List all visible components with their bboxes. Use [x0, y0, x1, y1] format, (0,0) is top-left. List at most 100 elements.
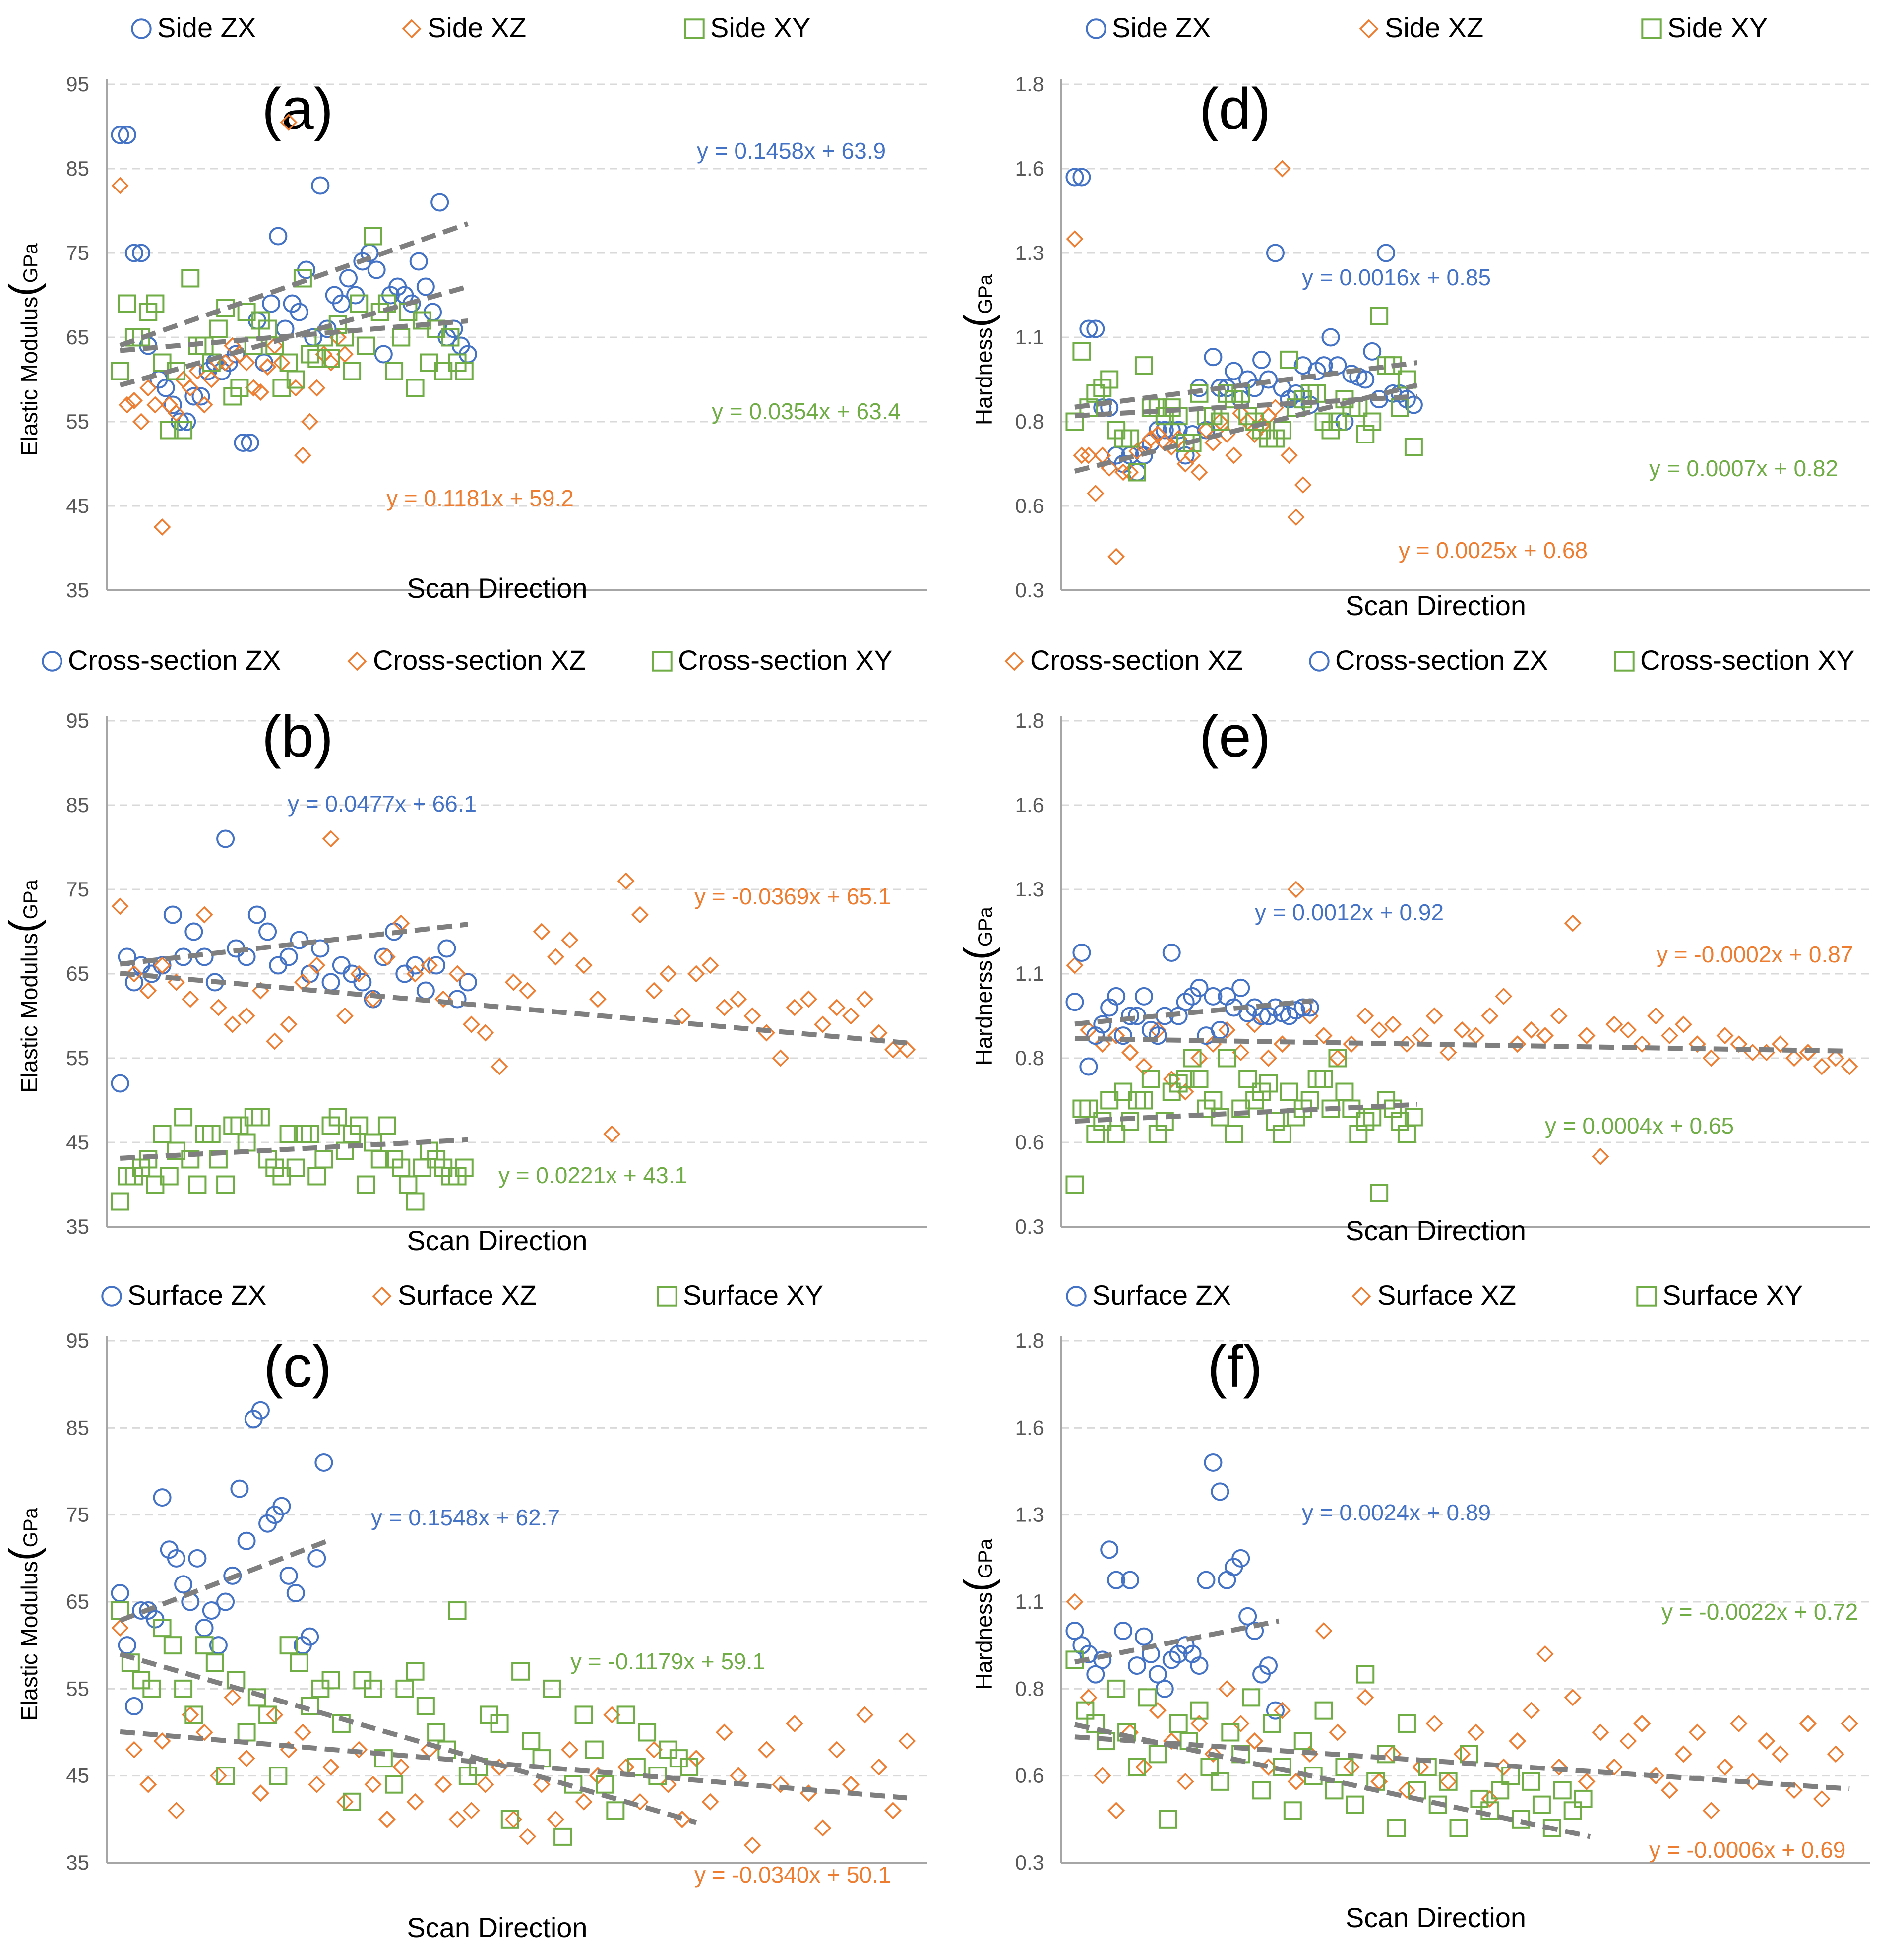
data-point	[1073, 446, 1091, 464]
data-point	[416, 277, 435, 296]
data-point	[378, 1810, 396, 1828]
data-point	[606, 1801, 625, 1820]
data-point	[1190, 463, 1208, 481]
data-point	[311, 176, 330, 195]
data-point	[314, 1150, 333, 1169]
data-point	[139, 982, 157, 1000]
data-point	[1197, 1571, 1216, 1589]
data-point	[216, 829, 235, 848]
trend-equation-cross-section-zx: y = 0.0012x + 0.92	[1255, 899, 1444, 925]
data-point	[533, 1775, 551, 1793]
data-point	[687, 965, 705, 983]
data-point	[209, 319, 228, 338]
data-point	[224, 1689, 242, 1706]
data-point	[1211, 1772, 1229, 1791]
legend-marker-side-xz-icon	[402, 19, 422, 39]
data-point	[290, 303, 308, 321]
data-point	[1287, 384, 1305, 403]
data-point	[1370, 307, 1389, 325]
data-point	[814, 1015, 832, 1033]
data-point	[434, 1775, 452, 1793]
series-cross-section-xz	[111, 830, 916, 1143]
data-point	[1183, 434, 1202, 452]
data-point	[1633, 1714, 1651, 1732]
data-point	[1107, 1027, 1125, 1045]
series-side-zx	[1065, 168, 1423, 482]
data-point	[307, 1549, 326, 1568]
data-point	[1578, 1772, 1596, 1790]
data-point	[266, 1032, 284, 1050]
y-tick-label: 1.3	[1015, 878, 1044, 901]
data-point	[111, 897, 129, 915]
data-point	[241, 434, 259, 452]
data-point	[385, 1775, 404, 1794]
data-point	[828, 999, 846, 1016]
data-point	[237, 1531, 256, 1550]
data-point	[574, 1705, 593, 1724]
legend-entry-cross-section-xz: Cross-section XZ	[1030, 644, 1243, 676]
data-point	[188, 1549, 207, 1568]
data-point	[181, 269, 200, 288]
y-axis-label-text: Hardnerss	[971, 960, 997, 1066]
y-axis-label: Elastic Modulus(GPa	[1, 243, 46, 456]
data-point	[262, 294, 281, 313]
trend-equation-surface-xy: y = -0.1179x + 59.1	[570, 1648, 765, 1674]
data-point	[458, 973, 477, 992]
data-point	[1398, 1781, 1415, 1799]
data-point	[1065, 168, 1084, 187]
data-point	[273, 354, 291, 372]
data-point	[1190, 978, 1209, 997]
data-point	[743, 1007, 761, 1025]
data-point	[364, 1775, 382, 1793]
panel-label: (f)	[1207, 1334, 1262, 1399]
data-point	[1550, 1758, 1568, 1776]
data-point	[301, 1125, 319, 1143]
data-point	[1169, 1714, 1188, 1733]
data-point	[1211, 412, 1229, 431]
data-point	[350, 1116, 369, 1135]
y-axis-label-unit: GPa	[975, 906, 996, 946]
data-point	[118, 126, 136, 144]
data-point	[1211, 1020, 1229, 1039]
data-point	[227, 345, 246, 364]
data-point	[1121, 429, 1140, 448]
data-point	[1225, 446, 1243, 464]
data-point	[638, 1723, 657, 1742]
data-point	[1716, 1027, 1734, 1045]
data-point	[1252, 350, 1271, 369]
data-point	[1238, 1070, 1257, 1088]
data-point	[1363, 412, 1382, 431]
data-point	[385, 362, 404, 380]
legend-entry-side-xz: Side XZ	[1385, 12, 1483, 43]
data-point	[1397, 1714, 1416, 1733]
y-tick-label: 45	[66, 1131, 89, 1154]
y-axis-label-paren: (	[1, 919, 46, 933]
panel-c-elastic-modulus-surface: 95 85 75 65 55 45 35 Elastic Modulus(GPa Scan Di…	[1, 1279, 927, 1943]
y-tick-label: 85	[66, 1416, 89, 1439]
data-point	[238, 1750, 255, 1767]
data-point	[202, 1601, 221, 1620]
data-point	[1128, 1758, 1146, 1776]
trendline-cross-section-xz	[120, 970, 908, 1046]
data-point	[1467, 1723, 1485, 1741]
y-tick-label: 1.8	[1015, 72, 1044, 96]
y-tick-label: 1.6	[1015, 793, 1044, 817]
data-point	[1647, 1007, 1665, 1025]
data-point	[532, 1749, 551, 1768]
data-point	[399, 1175, 418, 1194]
data-point	[153, 1488, 172, 1507]
data-point	[237, 1723, 256, 1742]
data-point	[1592, 1723, 1609, 1741]
data-point	[1592, 1147, 1609, 1165]
y-axis-label-text: Hardness	[971, 327, 997, 425]
data-point	[743, 1836, 761, 1854]
data-point	[132, 413, 150, 431]
data-point	[139, 379, 157, 397]
data-point	[1162, 944, 1181, 962]
series-surface-xz	[1066, 1593, 1858, 1820]
data-point	[441, 328, 460, 347]
data-point	[1148, 1665, 1167, 1684]
data-point	[1841, 1058, 1858, 1075]
data-point	[139, 1150, 158, 1169]
data-point	[174, 421, 193, 440]
